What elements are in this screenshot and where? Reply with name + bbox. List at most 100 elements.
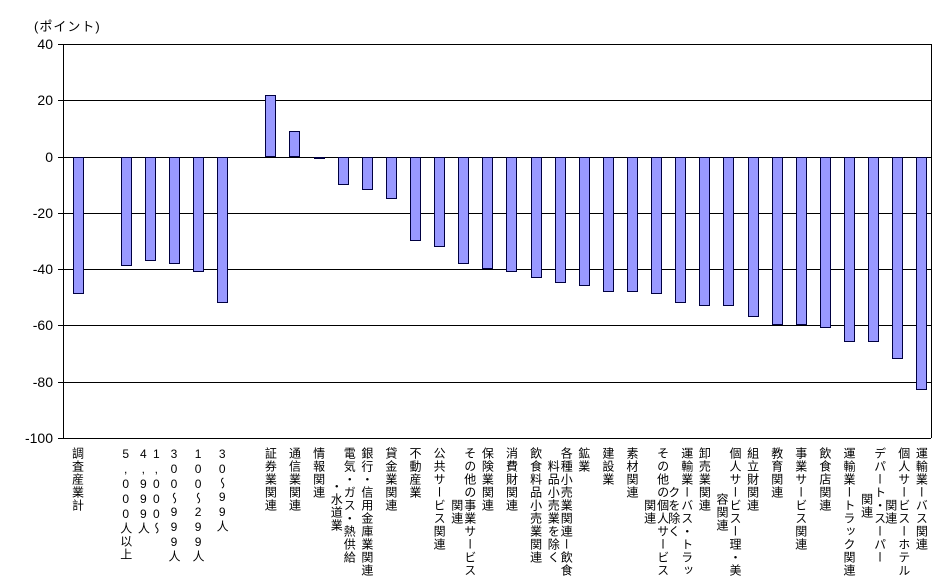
x-category-label-line: 消費財関連 <box>504 447 519 512</box>
x-category-label: 電気・ガス・熱供給 ・水道業 <box>329 447 357 564</box>
x-category-label-line: 4,999人 <box>136 447 151 535</box>
x-category-label-line: 証券業関連 <box>263 447 278 512</box>
x-category-label: 証券業関連 <box>263 447 278 512</box>
gridline <box>64 100 931 102</box>
x-category-label: 卸売業関連 <box>697 447 712 512</box>
x-category-label-line: 教育関連 <box>769 447 784 499</box>
bar <box>120 156 132 267</box>
x-category-label-line: ・水道業 <box>329 479 344 532</box>
x-category-label-line: 飲食店関連 <box>817 447 832 512</box>
x-category-label: 各種小売業関連ー飲食 料品小売業を除く <box>546 447 574 577</box>
bar <box>506 156 518 272</box>
y-tick-label: -100 <box>24 430 53 446</box>
x-category-label: その他の個人サービス 関連 <box>642 447 670 577</box>
x-category-label: 5,000人以上 <box>118 447 133 561</box>
x-category-label-line: その他の個人サービス <box>655 447 670 577</box>
x-category-label-line: 100〜299人 <box>191 447 206 563</box>
axis-unit-label: (ポイント) <box>34 19 101 34</box>
bar <box>168 156 180 264</box>
x-category-label-line: 貸金業関連 <box>383 447 398 512</box>
y-axis-tick <box>58 156 64 158</box>
x-category-label-line: 関連 <box>449 499 464 525</box>
x-category-label: 運輸業ートラック関連 <box>842 447 857 577</box>
x-category-label: 教育関連 <box>769 447 784 499</box>
y-axis-tick <box>58 325 64 327</box>
y-axis-tick <box>58 212 64 214</box>
bar <box>72 156 84 295</box>
gridline <box>64 269 931 271</box>
gridline <box>64 438 931 439</box>
x-category-label-line: 関連 <box>883 499 898 525</box>
x-category-label: 個人サービスー理・美 容関連 <box>715 447 742 577</box>
y-tick-label: -80 <box>32 373 53 390</box>
x-category-label-line: デパート・スーパー <box>872 447 887 564</box>
x-category-label-line: 5,000人以上 <box>118 447 133 561</box>
x-category-label-line: 1,000〜 <box>149 447 164 535</box>
gridline <box>64 44 931 45</box>
bar <box>844 156 856 343</box>
bar <box>892 156 904 360</box>
gridline <box>64 381 931 383</box>
y-tick-label: -20 <box>32 204 53 221</box>
x-category-label: 運輸業ーバス関連 <box>914 447 928 551</box>
bar <box>434 156 446 247</box>
x-category-label-line: 組立財関連 <box>745 447 760 512</box>
y-tick-label: -60 <box>32 317 53 334</box>
x-category-label: 個人サービスーホテル 関連 <box>883 447 911 577</box>
bar <box>361 156 373 191</box>
x-category-label-line: 建設業 <box>600 447 615 486</box>
x-category-label: 貸金業関連 <box>383 447 398 512</box>
y-axis-tick <box>58 438 64 439</box>
bar <box>337 156 349 185</box>
y-tick-label: 40 <box>37 36 53 52</box>
bar <box>217 156 229 303</box>
x-category-label-line: 通信業関連 <box>287 447 302 512</box>
bar <box>482 156 494 270</box>
x-category-label-line: 事業サービス関連 <box>793 447 808 551</box>
x-category-label: 建設業 <box>600 447 615 486</box>
x-category-label: 素材関連 <box>625 447 640 499</box>
x-category-label: デパート・スーパー 関連 <box>860 447 887 564</box>
gridline <box>64 212 931 214</box>
x-category-label-line: 鉱業 <box>576 447 591 473</box>
x-category-label-line: 素材関連 <box>625 447 640 499</box>
x-category-label: 30〜99人 <box>215 447 230 533</box>
x-category-label: 事業サービス関連 <box>793 447 808 551</box>
y-axis-tick <box>58 269 64 271</box>
bar <box>578 156 590 287</box>
bar <box>795 156 807 326</box>
x-category-label-line: 関連 <box>642 499 657 525</box>
x-category-label: 運輸業ーバス・トラッ クを除く <box>667 447 694 577</box>
x-category-label-line: 個人サービスーホテル <box>896 447 911 577</box>
x-category-label: 保険業関連 <box>480 447 495 512</box>
gridline <box>64 325 931 327</box>
bar <box>385 156 397 199</box>
x-category-label-line: 電気・ガス・熱供給 <box>342 447 357 564</box>
x-category-label: 300〜999人 <box>166 447 181 563</box>
x-category-label-line: 公共サービス関連 <box>432 447 447 551</box>
bar <box>193 156 205 272</box>
bar <box>699 156 711 306</box>
y-tick-label: 20 <box>37 92 53 109</box>
x-category-label-line: 卸売業関連 <box>697 447 712 512</box>
bar <box>819 156 831 329</box>
x-category-label: 調査産業計 <box>71 447 85 512</box>
gridline <box>64 156 931 158</box>
bar <box>868 156 880 343</box>
x-category-label-line: 300〜999人 <box>166 447 181 563</box>
y-axis-tick <box>58 44 64 45</box>
x-category-label-line: 30〜99人 <box>215 447 230 533</box>
bar <box>554 156 566 284</box>
x-category-label-line: 各種小売業関連ー飲食 <box>559 447 574 577</box>
x-category-label-line: 運輸業ートラック関連 <box>842 447 857 577</box>
bar <box>771 156 783 326</box>
bar <box>144 156 156 261</box>
y-tick-label: 0 <box>45 148 53 165</box>
bar <box>289 131 301 157</box>
bar <box>313 156 325 160</box>
bar <box>410 156 422 241</box>
bar <box>747 156 759 317</box>
bar <box>530 156 542 278</box>
x-category-label-line: 保険業関連 <box>480 447 495 512</box>
